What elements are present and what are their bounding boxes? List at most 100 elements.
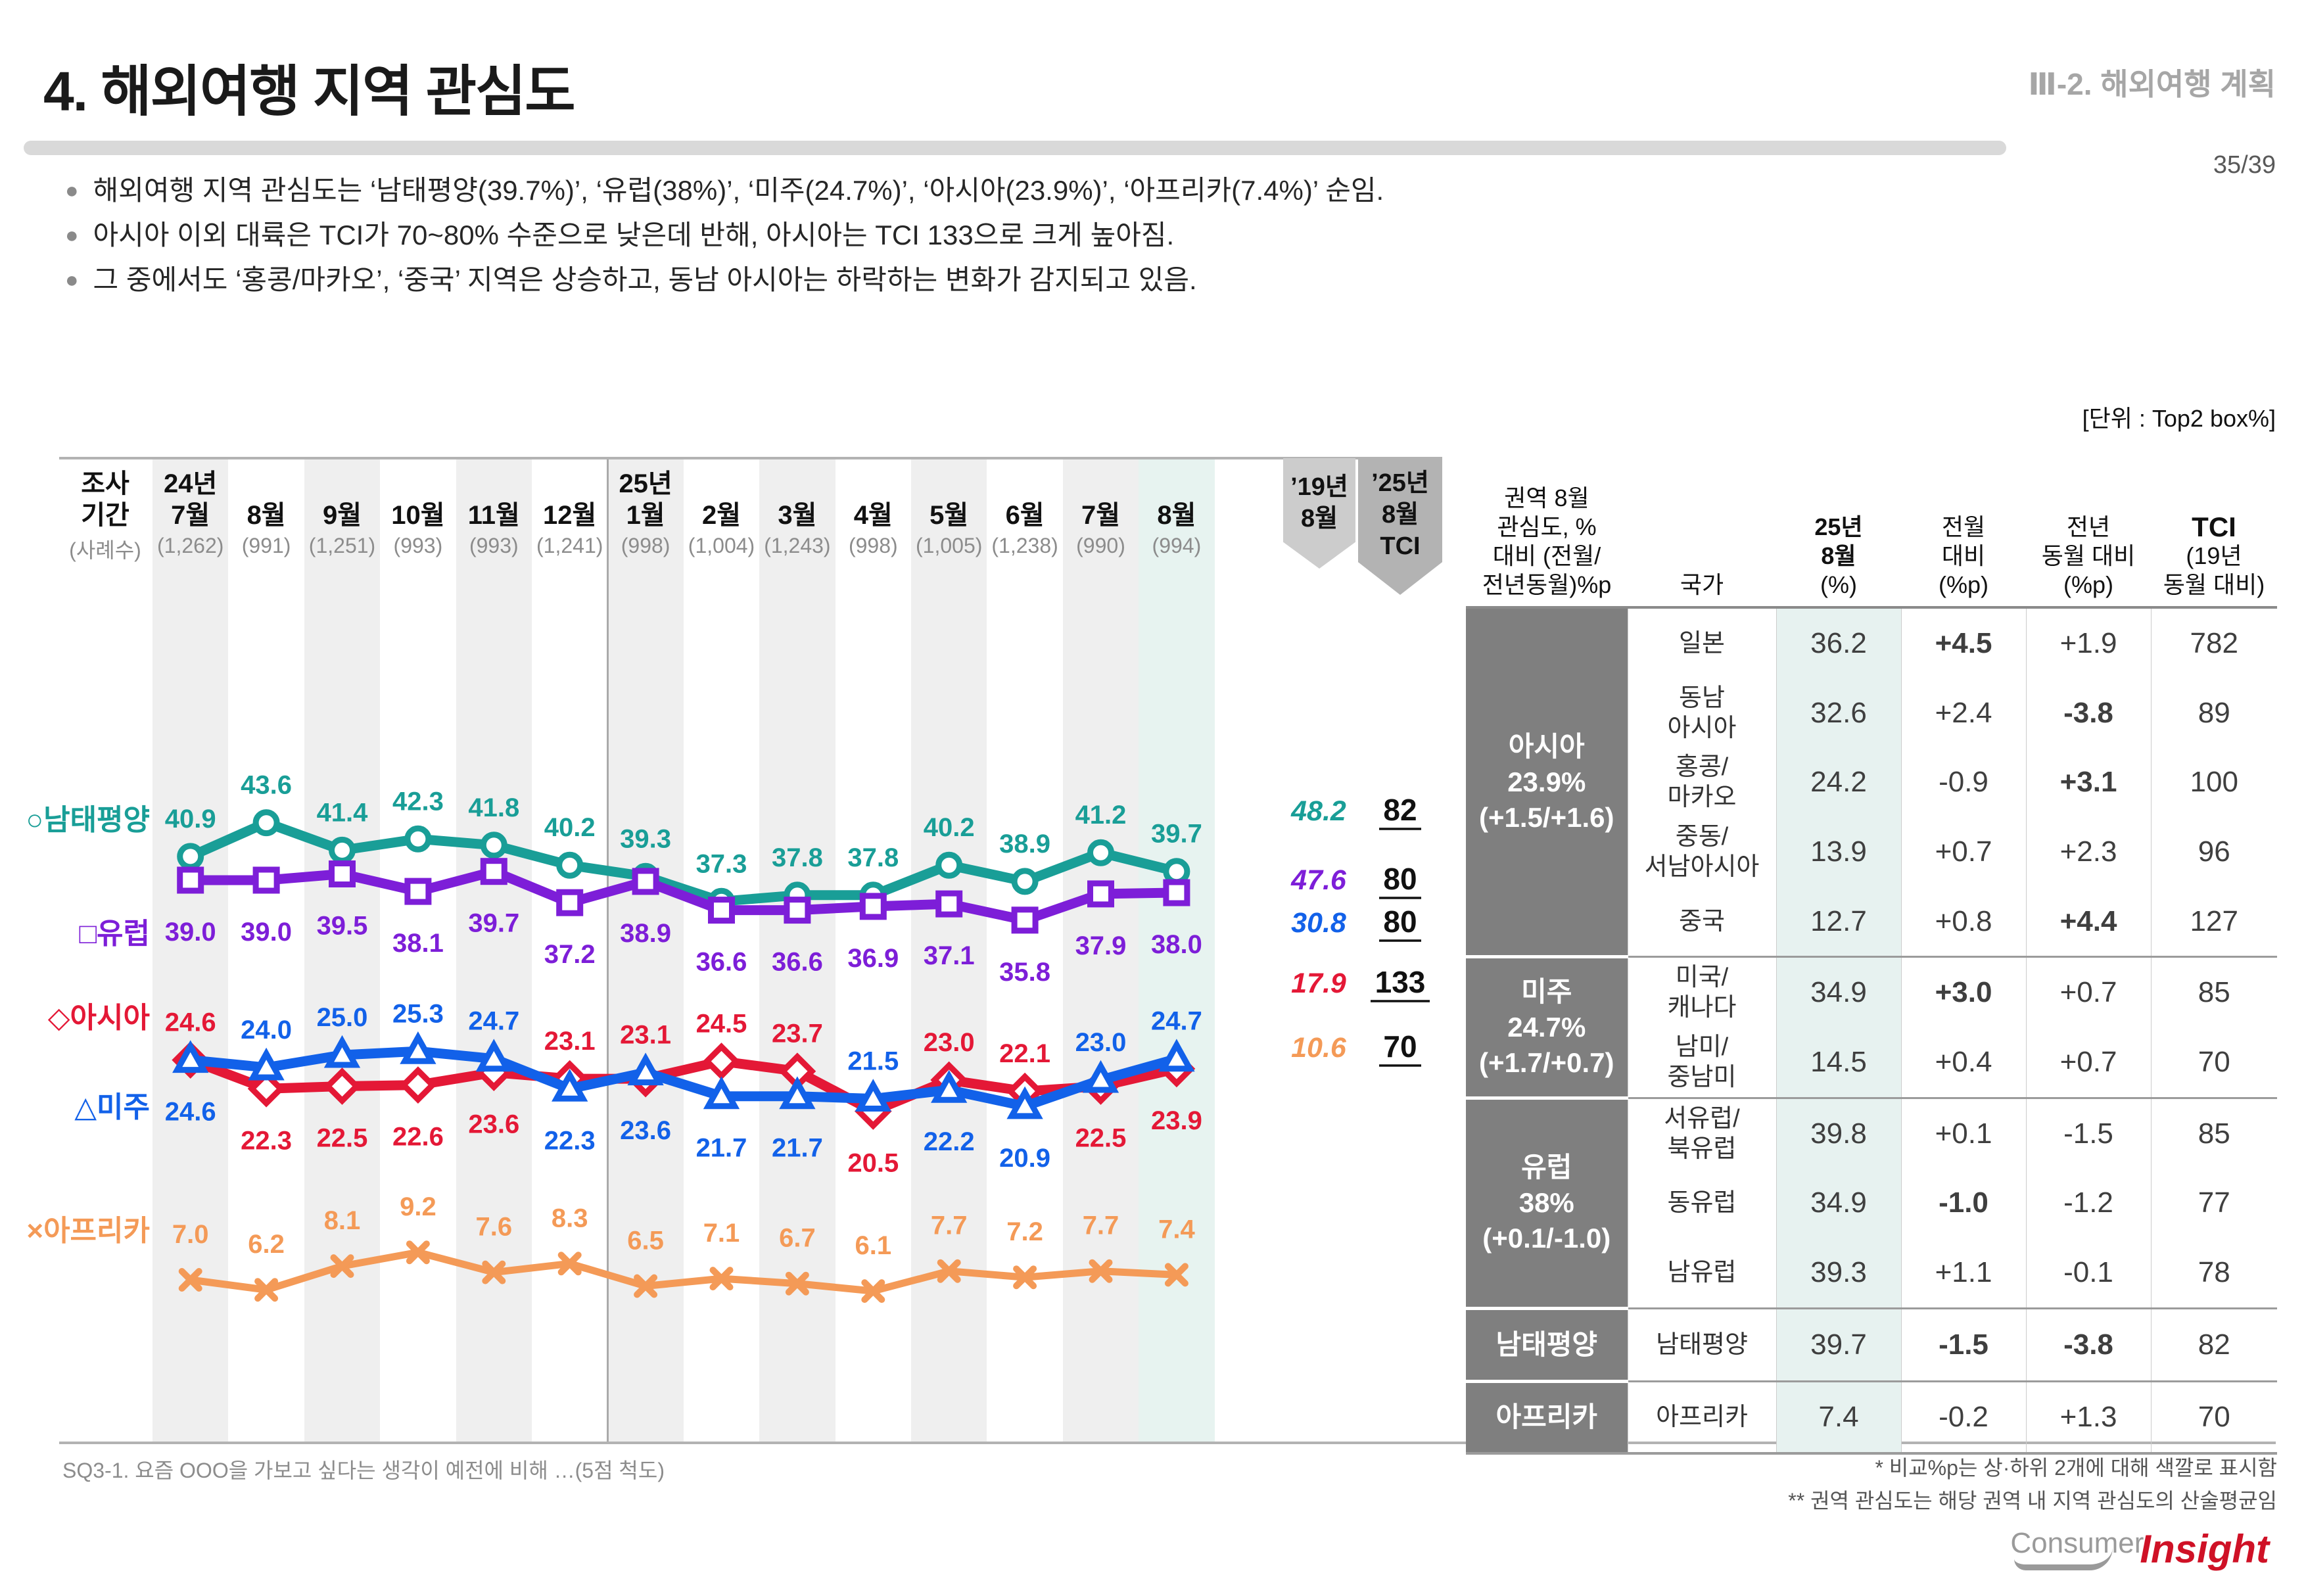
table-value-cell: 39.7: [1776, 1307, 1901, 1382]
table-country-cell: 동남 아시아: [1627, 678, 1776, 748]
bullet-icon: ●: [65, 268, 79, 293]
table-value-cell: 39.3: [1776, 1238, 1901, 1309]
table-country-cell: 서유럽/ 북유럽: [1627, 1096, 1776, 1169]
table-tci-cell: 100: [2150, 747, 2277, 818]
table-value-cell: 39.8: [1776, 1096, 1901, 1169]
month-label: 8월: [247, 501, 286, 530]
table-yoy-cell: -1.5: [2025, 1096, 2151, 1169]
table-mom-cell: +0.4: [1900, 1027, 2026, 1098]
table-tci-cell: 85: [2150, 1096, 2277, 1169]
bullet-text: 아시아 이외 대륙은 TCI가 70~80% 수준으로 낮은데 반해, 아시아는…: [93, 220, 1175, 250]
table-region-cell: 유럽 38% (+0.1/-1.0): [1466, 1096, 1628, 1309]
chart-column-stripe: [456, 459, 532, 1442]
table-tci-cell: 78: [2150, 1238, 2277, 1309]
logo-consumer-text: Consumer: [2010, 1527, 2144, 1572]
table-country-cell: 아프리카: [1627, 1380, 1776, 1454]
table-tci-cell: 96: [2150, 817, 2277, 887]
table-row: 남유럽 39.3 +1.1 -0.1 78: [1466, 1238, 2277, 1309]
month-label: 25년 1월: [619, 469, 672, 530]
table-mom-cell: +0.7: [1900, 817, 2026, 887]
table-region-cell: 남태평양: [1466, 1306, 1628, 1382]
footnote-2: ** 권역 관심도는 해당 권역 내 지역 관심도의 산술평균임: [1788, 1489, 2277, 1513]
table-value-cell: 34.9: [1776, 956, 1901, 1028]
table-mom-cell: -0.9: [1900, 747, 2026, 818]
table-region-cell: 미주 24.7% (+1.7/+0.7): [1466, 955, 1628, 1098]
table-yoy-cell: -0.1: [2025, 1238, 2151, 1309]
region-table: 아시아 23.9% (+1.5/+1.6) 일본 36.2 +4.5 +1.9 782 동남…: [1466, 606, 2277, 1455]
col-header-tci: TCI (19년 동월 대비): [2163, 511, 2265, 599]
table-yoy-cell: +3.1: [2025, 747, 2151, 818]
table-country-cell: 중동/ 서남아시아: [1627, 817, 1776, 887]
table-tci-cell: 82: [2150, 1307, 2277, 1382]
month-label: 5월: [929, 501, 969, 530]
sample-size: (1,004): [688, 534, 755, 557]
sample-size-label: (사례수): [69, 538, 141, 562]
month-label: 24년 7월: [164, 469, 218, 530]
col-header-region: 권역 8월 관심도, % 대비 (전월/ 전년동월)%p: [1482, 484, 1612, 598]
chart-bottom-rule: [59, 1442, 2276, 1444]
table-tci-cell: 85: [2150, 956, 2277, 1028]
chart-column-stripe: [759, 459, 835, 1442]
month-label: 7월: [1081, 501, 1121, 530]
table-country-cell: 중국: [1627, 886, 1776, 957]
col-header-yoy: 전년 동월 대비 (%p): [2041, 513, 2136, 598]
table-region-cell: 아프리카: [1466, 1379, 1628, 1454]
table-mom-cell: +2.4: [1900, 678, 2026, 748]
sample-size: (998): [848, 534, 898, 557]
table-value-cell: 32.6: [1776, 678, 1901, 748]
table-mom-cell: -1.5: [1900, 1307, 2026, 1382]
unit-note: [단위 : Top2 box%]: [2082, 405, 2276, 432]
table-row: 남태평양 남태평양 39.7 -1.5 -3.8 82: [1466, 1306, 2277, 1382]
table-country-cell: 홍콩/ 마카오: [1627, 747, 1776, 818]
table-mom-cell: -1.0: [1900, 1168, 2026, 1238]
table-mom-cell: +1.1: [1900, 1238, 2026, 1309]
table-value-cell: 36.2: [1776, 607, 1901, 678]
sample-size: (1,251): [308, 534, 376, 557]
table-yoy-cell: -3.8: [2025, 1307, 2151, 1382]
table-row: 중국 12.7 +0.8 +4.4 127: [1466, 886, 2277, 957]
table-yoy-cell: +2.3: [2025, 817, 2151, 887]
consumer-insight-logo: Consumer Insight: [2010, 1526, 2269, 1572]
page-number: 35/39: [2213, 151, 2276, 179]
table-mom-cell: +0.8: [1900, 886, 2026, 957]
table-row: 아시아 23.9% (+1.5/+1.6) 일본 36.2 +4.5 +1.9 782: [1466, 607, 2277, 957]
sample-size: (994): [1152, 534, 1202, 557]
table-row: 남미/ 중남미 14.5 +0.4 +0.7 70: [1466, 1027, 2277, 1098]
table-mom-cell: -0.2: [1900, 1380, 2026, 1454]
bullet-item: ● 그 중에서도 ‘홍콩/마카오’, ‘중국’ 지역은 상승하고, 동남 아시아는…: [62, 262, 1969, 298]
chart-column-stripe: [1139, 459, 1215, 1442]
footnote-1: * 비교%p는 상·하위 2개에 대해 색깔로 표시함: [1875, 1456, 2277, 1480]
table-country-cell: 동유럽: [1627, 1168, 1776, 1238]
table-row: 유럽 38% (+0.1/-1.0) 서유럽/ 북유럽 39.8 +0.1 -1.5 85: [1466, 1096, 2277, 1309]
tci-column-banner: ’25년 8월 TCI: [1358, 458, 1442, 595]
sample-size: (993): [469, 534, 519, 557]
table-country-cell: 남태평양: [1627, 1307, 1776, 1382]
table-region-cell: 아시아 23.9% (+1.5/+1.6): [1466, 607, 1628, 957]
table-tci-cell: 782: [2150, 607, 2277, 678]
table-yoy-cell: +0.7: [2025, 956, 2151, 1028]
table-yoy-cell: -3.8: [2025, 678, 2151, 748]
table-yoy-cell: -1.2: [2025, 1168, 2151, 1238]
table-value-cell: 7.4: [1776, 1380, 1901, 1454]
table-row: 동유럽 34.9 -1.0 -1.2 77: [1466, 1168, 2277, 1238]
month-label: 4월: [853, 501, 893, 530]
chart-column-stripe: [153, 459, 229, 1442]
sample-size: (1,241): [536, 534, 603, 557]
summary-bullets: ● 해외여행 지역 관심도는 ‘남태평양(39.7%)’, ‘유럽(38%)’, …: [62, 172, 1969, 306]
month-label: 6월: [1005, 501, 1045, 530]
sample-size: (991): [241, 534, 291, 557]
table-value-cell: 14.5: [1776, 1027, 1901, 1098]
bullet-icon: ●: [65, 178, 79, 203]
chart-column-stripe: [1062, 459, 1139, 1442]
logo-swoosh-icon: [2014, 1547, 2113, 1570]
month-label: 9월: [322, 501, 362, 530]
table-row: 미주 24.7% (+1.7/+0.7) 미국/ 캐나다 34.9 +3.0 +0.7 8…: [1466, 955, 2277, 1098]
table-value-cell: 24.2: [1776, 747, 1901, 818]
table-country-cell: 남미/ 중남미: [1627, 1027, 1776, 1098]
table-row: 아프리카 아프리카 7.4 -0.2 +1.3 70: [1466, 1379, 2277, 1454]
table-country-cell: 남유럽: [1627, 1238, 1776, 1309]
col-header-country: 국가: [1680, 571, 1724, 598]
table-row: 동남 아시아 32.6 +2.4 -3.8 89: [1466, 678, 2277, 748]
sample-size: (1,005): [916, 534, 983, 557]
